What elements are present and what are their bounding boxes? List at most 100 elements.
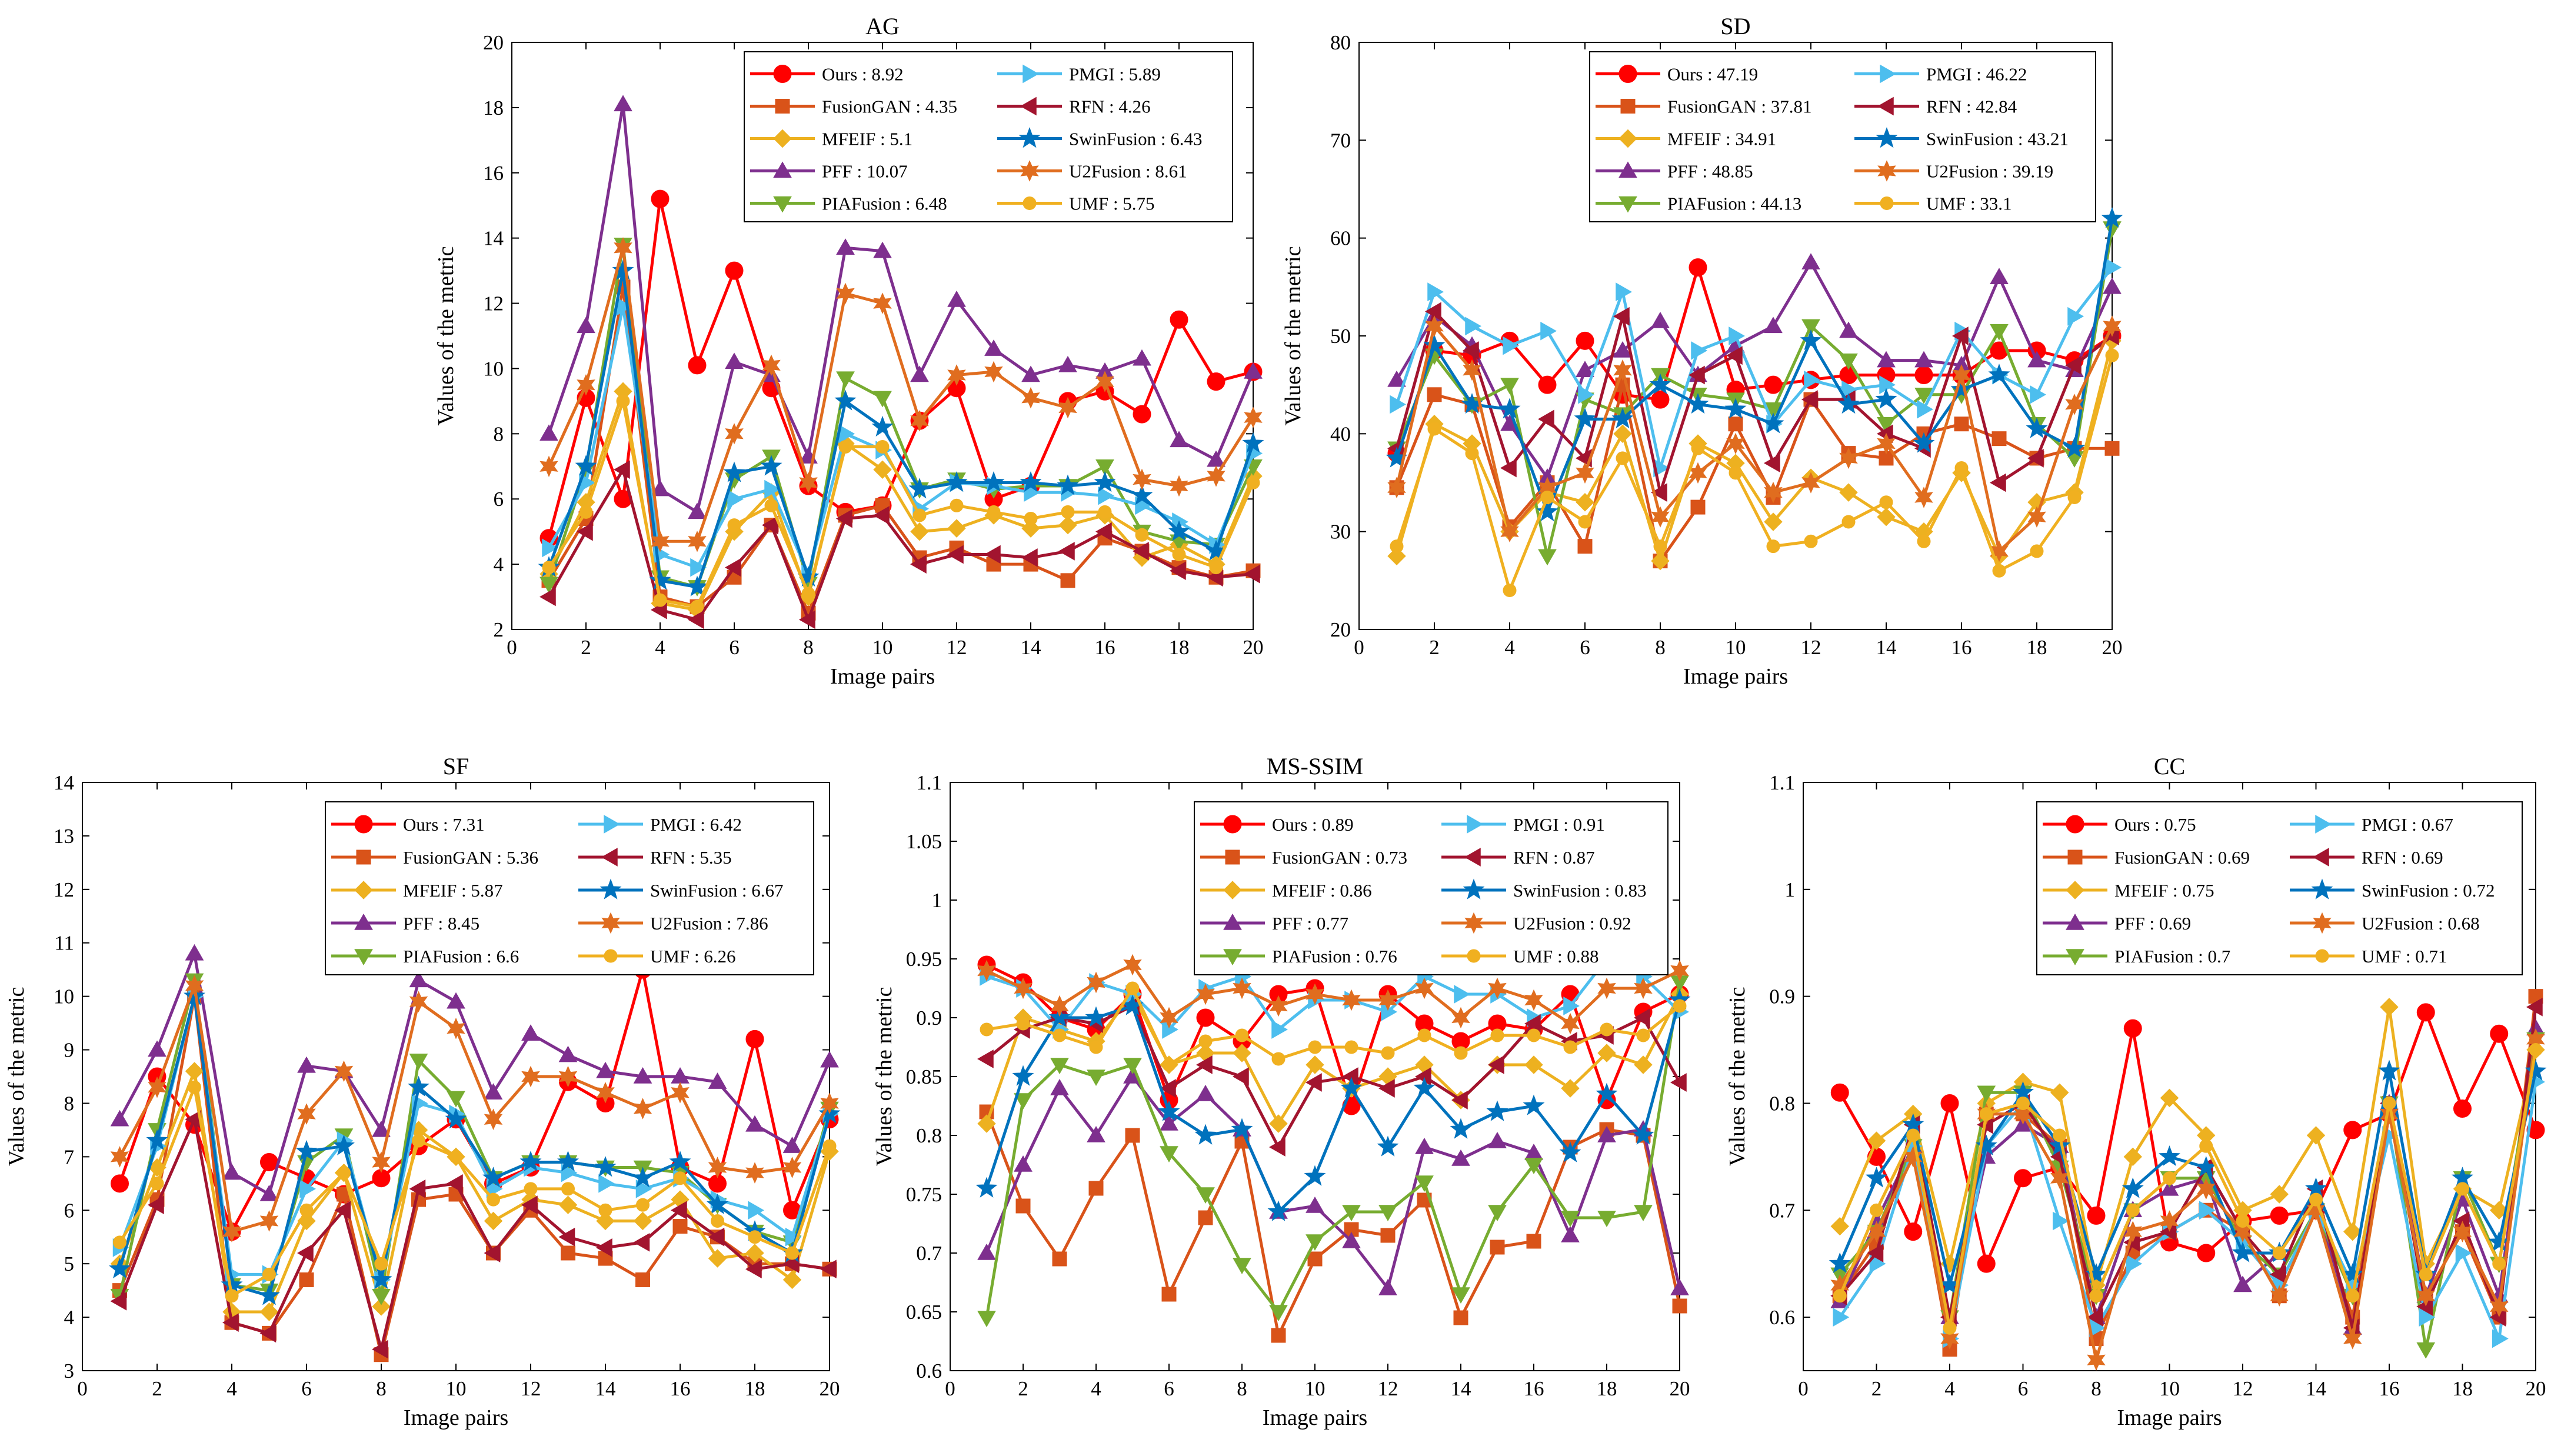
data-point: [799, 472, 818, 494]
chart-msssim: MS-SSIM 0 2 4 6 8 10 12 14 16 18 20 0.6 0.65 0.7 0.75 0.…: [872, 753, 1691, 1430]
data-point: [1196, 1084, 1215, 1101]
data-point: [912, 508, 927, 522]
data-point: [1454, 1046, 1468, 1060]
data-point: [977, 1243, 996, 1260]
data-point: [1268, 1138, 1286, 1157]
data-point: [980, 1022, 994, 1037]
data-point: [1537, 409, 1554, 429]
x-tick-label: 20: [1243, 636, 1264, 659]
legend-label: FusionGAN : 5.36: [403, 847, 538, 868]
data-point: [147, 1195, 164, 1215]
data-point: [1870, 1203, 1883, 1217]
data-point: [1135, 528, 1149, 542]
data-point: [984, 361, 1003, 383]
data-point: [1342, 989, 1361, 1011]
y-tick-label: 0.85: [906, 1065, 942, 1088]
data-point: [447, 1091, 465, 1108]
y-tick-label: 1.05: [906, 830, 942, 853]
data-point: [2030, 544, 2044, 558]
x-tick-label: 16: [1951, 636, 1972, 659]
data-point: [632, 1167, 654, 1188]
data-point: [1125, 981, 1140, 995]
x-tick-label: 16: [670, 1377, 691, 1400]
data-point: [1538, 549, 1557, 566]
data-point: [1417, 1028, 1431, 1042]
data-point: [2490, 1201, 2509, 1220]
legend-item-ours: Ours : 8.92: [750, 64, 904, 85]
data-point: [1653, 539, 1667, 554]
data-point: [947, 545, 964, 564]
data-point: [1170, 310, 1188, 329]
data-point: [1500, 521, 1519, 542]
data-point: [1524, 1014, 1541, 1033]
data-point: [2270, 1185, 2289, 1204]
data-point: [984, 545, 1001, 564]
data-point: [2343, 1222, 2362, 1241]
legend: Ours : 8.92 FusionGAN : 4.35 MFEIF : 5.1 PF…: [744, 51, 1233, 222]
data-point: [1160, 1146, 1178, 1163]
data-point: [1600, 1022, 1614, 1037]
data-point: [577, 316, 595, 334]
data-point: [977, 1114, 996, 1133]
data-point: [484, 1244, 501, 1262]
data-point: [1596, 1082, 1618, 1104]
data-point: [1231, 1118, 1253, 1139]
data-point: [987, 505, 1001, 519]
x-tick-label: 4: [1944, 1377, 1955, 1400]
legend-label: FusionGAN : 0.69: [2114, 847, 2250, 868]
data-point: [1833, 1308, 1850, 1327]
data-point: [727, 489, 744, 509]
x-tick-label: 2: [1018, 1377, 1028, 1400]
legend-label: RFN : 0.69: [2362, 847, 2443, 868]
data-point: [748, 1230, 762, 1244]
legend-box: [1589, 51, 2096, 222]
data-point: [558, 1045, 578, 1062]
data-point: [1307, 1251, 1323, 1267]
data-point: [412, 1134, 425, 1148]
data-point: [761, 515, 778, 535]
data-point: [1954, 417, 1969, 432]
data-point: [225, 1289, 239, 1303]
legend-box: [744, 51, 1233, 222]
legend-label: UMF : 6.26: [650, 946, 736, 967]
legend-item-pmgi: PMGI : 5.89: [997, 64, 1161, 85]
x-tick-label: 6: [1580, 636, 1590, 659]
data-point: [834, 389, 857, 411]
legend: Ours : 7.31 FusionGAN : 5.36 MFEIF : 5.87 P…: [325, 801, 814, 975]
x-tick-label: 18: [1169, 636, 1190, 659]
data-point: [1378, 989, 1397, 1011]
data-point: [1914, 366, 1933, 385]
data-point: [539, 577, 558, 594]
x-tick-label: 10: [1726, 636, 1746, 659]
x-tick-label: 10: [2159, 1377, 2180, 1400]
data-point: [1413, 1077, 1436, 1098]
data-point: [822, 1139, 837, 1153]
data-point: [690, 599, 704, 614]
data-point: [1670, 1073, 1687, 1092]
data-point: [259, 1184, 279, 1201]
data-point: [185, 975, 204, 997]
data-point: [1766, 539, 1780, 554]
data-point: [1763, 454, 1780, 473]
data-point: [2160, 1210, 2179, 1232]
x-tick-label: 6: [2018, 1377, 2029, 1400]
legend-marker: [1618, 161, 1637, 178]
data-point: [1390, 395, 1407, 414]
x-tick-label: 12: [2233, 1377, 2253, 1400]
data-point: [2053, 1128, 2067, 1142]
legend-item-pff: PFF : 0.69: [2043, 913, 2191, 934]
data-point: [1380, 1228, 1396, 1243]
series-umf: [980, 981, 1687, 1072]
data-point: [2455, 1244, 2472, 1262]
data-point: [1804, 534, 1818, 548]
data-point: [1454, 985, 1471, 1004]
data-point: [1576, 361, 1594, 377]
data-point: [1833, 1289, 1847, 1303]
legend-label: SwinFusion : 6.43: [1069, 129, 1203, 149]
y-tick-label: 0.65: [906, 1301, 942, 1324]
data-point: [1800, 329, 1822, 351]
data-point: [1087, 1125, 1105, 1142]
legend-item-piafusion: PIAFusion : 0.7: [2043, 946, 2230, 967]
data-point: [836, 371, 855, 388]
x-tick-label: 20: [1670, 1377, 1690, 1400]
